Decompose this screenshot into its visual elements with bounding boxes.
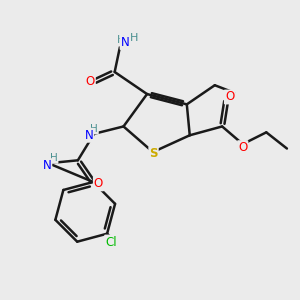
- Text: S: S: [149, 147, 158, 160]
- Text: O: O: [225, 91, 234, 103]
- Text: Cl: Cl: [105, 236, 117, 248]
- Text: H: H: [90, 124, 98, 134]
- Text: O: O: [238, 141, 248, 154]
- Text: H: H: [130, 32, 138, 43]
- Text: O: O: [94, 177, 103, 190]
- Text: N: N: [121, 36, 129, 49]
- Text: N: N: [84, 129, 93, 142]
- Text: H: H: [117, 35, 125, 46]
- Text: H: H: [50, 153, 58, 163]
- Text: N: N: [43, 159, 51, 172]
- Text: O: O: [85, 75, 95, 88]
